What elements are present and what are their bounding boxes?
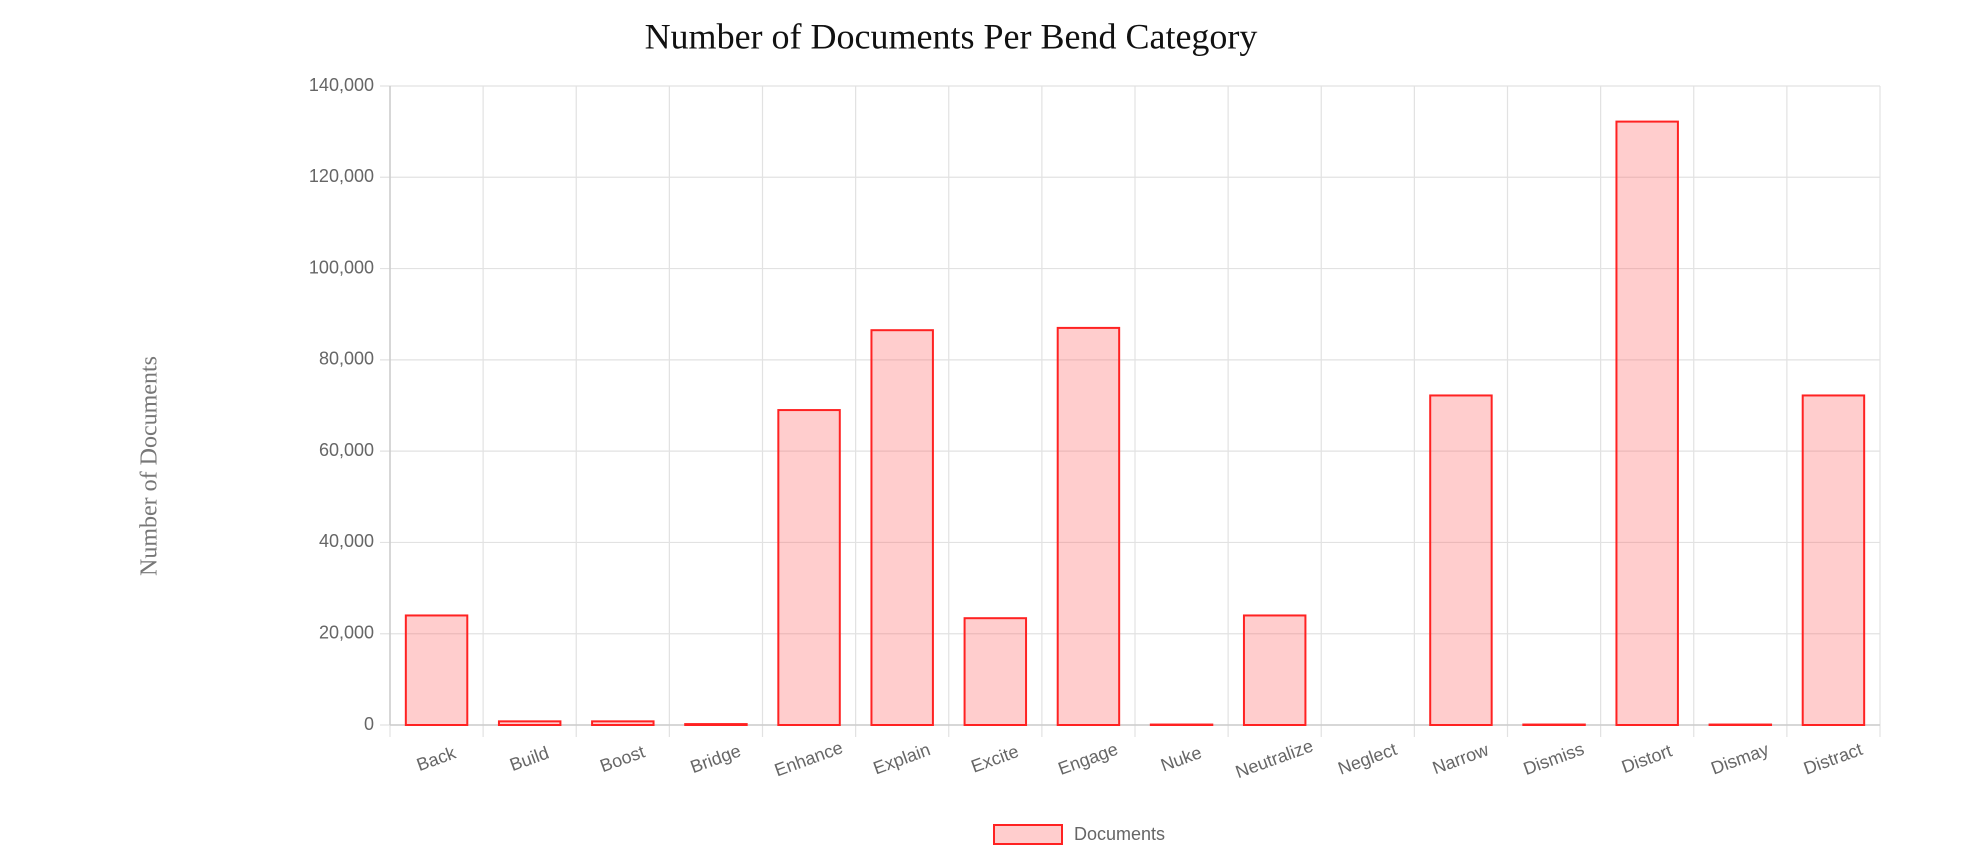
bar <box>1803 395 1864 725</box>
y-tick-label: 120,000 <box>309 166 374 186</box>
bar <box>871 330 932 725</box>
y-axis-label: Number of Documents <box>137 356 163 576</box>
bar <box>499 721 560 725</box>
x-tick-label: Boost <box>597 742 647 777</box>
bar <box>406 615 467 725</box>
x-tick-label: Back <box>414 742 459 775</box>
legend-label: Documents <box>1074 824 1165 844</box>
x-tick-label: Distort <box>1619 741 1675 778</box>
bar <box>778 410 839 725</box>
x-tick-label: Bridge <box>688 741 744 778</box>
x-tick-label: Enhance <box>772 737 846 780</box>
x-tick-label: Nuke <box>1158 742 1204 775</box>
y-tick-label: 140,000 <box>309 75 374 95</box>
y-tick-label: 60,000 <box>319 440 374 460</box>
x-tick-label: Dismay <box>1708 739 1771 778</box>
y-tick-label: 20,000 <box>319 622 374 642</box>
bar <box>1244 615 1305 725</box>
y-tick-label: 40,000 <box>319 531 374 551</box>
x-tick-label: Dismiss <box>1521 739 1587 779</box>
x-tick-label: Distract <box>1801 739 1865 779</box>
y-tick-label: 0 <box>364 714 374 734</box>
y-tick-label: 80,000 <box>319 349 374 369</box>
x-tick-label: Narrow <box>1430 739 1492 778</box>
x-tick-label: Neutralize <box>1233 736 1316 783</box>
bar <box>685 724 746 725</box>
bar <box>592 721 653 725</box>
x-tick-label: Explain <box>871 739 933 778</box>
y-tick-label: 100,000 <box>309 257 374 277</box>
x-tick-label: Neglect <box>1335 739 1399 779</box>
bar <box>965 618 1026 725</box>
bar <box>1430 395 1491 725</box>
bar <box>1616 122 1677 725</box>
bar <box>1058 328 1119 725</box>
x-tick-label: Excite <box>968 741 1021 777</box>
legend-swatch <box>994 825 1062 844</box>
x-tick-label: Build <box>507 743 551 775</box>
chart-title: Number of Documents Per Bend Category <box>645 16 1258 56</box>
x-tick-label: Engage <box>1055 739 1120 779</box>
